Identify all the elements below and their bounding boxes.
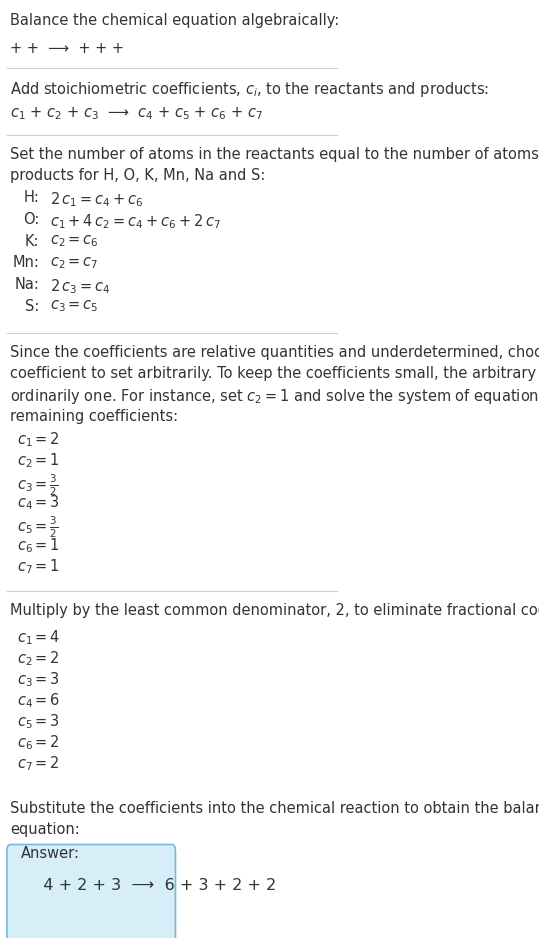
Text: Multiply by the least common denominator, 2, to eliminate fractional coefficient: Multiply by the least common denominator…: [10, 603, 539, 618]
Text: $c_4 = 6$: $c_4 = 6$: [17, 691, 60, 710]
Text: Balance the chemical equation algebraically:: Balance the chemical equation algebraica…: [10, 12, 340, 27]
Text: ordinarily one. For instance, set $c_2 = 1$ and solve the system of equations fo: ordinarily one. For instance, set $c_2 =…: [10, 387, 539, 406]
Text: $c_2 = c_6$: $c_2 = c_6$: [50, 234, 99, 250]
Text: $c_5 = \frac{3}{2}$: $c_5 = \frac{3}{2}$: [17, 515, 59, 540]
Text: $c_6 = 2$: $c_6 = 2$: [17, 734, 60, 752]
Text: $c_2 = 2$: $c_2 = 2$: [17, 649, 60, 668]
Text: Set the number of atoms in the reactants equal to the number of atoms in the: Set the number of atoms in the reactants…: [10, 147, 539, 162]
Text: $c_3 = c_5$: $c_3 = c_5$: [50, 298, 99, 314]
Text: $c_1$ + $c_2$ + $c_3$  ⟶  $c_4$ + $c_5$ + $c_6$ + $c_7$: $c_1$ + $c_2$ + $c_3$ ⟶ $c_4$ + $c_5$ + …: [10, 105, 264, 122]
Text: $c_6 = 1$: $c_6 = 1$: [17, 536, 60, 554]
Text: $c_2 = 1$: $c_2 = 1$: [17, 451, 60, 470]
Text: $c_1 = 4$: $c_1 = 4$: [17, 628, 60, 647]
Text: Mn:: Mn:: [13, 255, 39, 270]
Text: remaining coefficients:: remaining coefficients:: [10, 409, 178, 423]
FancyBboxPatch shape: [7, 844, 176, 938]
Text: Add stoichiometric coefficients, $c_i$, to the reactants and products:: Add stoichiometric coefficients, $c_i$, …: [10, 80, 489, 98]
Text: Substitute the coefficients into the chemical reaction to obtain the balanced: Substitute the coefficients into the che…: [10, 801, 539, 816]
Text: $c_1 = 2$: $c_1 = 2$: [17, 431, 60, 449]
Text: equation:: equation:: [10, 822, 80, 837]
Text: $c_3 = 3$: $c_3 = 3$: [17, 671, 60, 689]
Text: $c_7 = 2$: $c_7 = 2$: [17, 754, 60, 773]
Text: Na:: Na:: [15, 277, 39, 292]
Text: Answer:: Answer:: [20, 846, 80, 861]
Text: 4 + 2 + 3  ⟶  6 + 3 + 2 + 2: 4 + 2 + 3 ⟶ 6 + 3 + 2 + 2: [27, 878, 276, 893]
Text: $2\,c_1 = c_4 + c_6$: $2\,c_1 = c_4 + c_6$: [50, 190, 143, 209]
Text: K:: K:: [25, 234, 39, 249]
Text: coefficient to set arbitrarily. To keep the coefficients small, the arbitrary va: coefficient to set arbitrarily. To keep …: [10, 367, 539, 382]
Text: $2\,c_3 = c_4$: $2\,c_3 = c_4$: [50, 277, 110, 295]
Text: $c_2 = c_7$: $c_2 = c_7$: [50, 255, 99, 271]
Text: O:: O:: [23, 212, 39, 227]
Text: + +  ⟶  + + +: + + ⟶ + + +: [10, 40, 125, 55]
Text: S:: S:: [25, 298, 39, 313]
Text: Since the coefficients are relative quantities and underdetermined, choose a: Since the coefficients are relative quan…: [10, 345, 539, 360]
Text: $c_5 = 3$: $c_5 = 3$: [17, 713, 60, 732]
Text: $c_4 = 3$: $c_4 = 3$: [17, 493, 60, 512]
Text: $c_3 = \frac{3}{2}$: $c_3 = \frac{3}{2}$: [17, 473, 59, 498]
Text: $c_1 + 4\,c_2 = c_4 + c_6 + 2\,c_7$: $c_1 + 4\,c_2 = c_4 + c_6 + 2\,c_7$: [50, 212, 221, 231]
Text: $c_7 = 1$: $c_7 = 1$: [17, 557, 60, 576]
Text: products for H, O, K, Mn, Na and S:: products for H, O, K, Mn, Na and S:: [10, 168, 266, 183]
Text: H:: H:: [24, 190, 39, 205]
